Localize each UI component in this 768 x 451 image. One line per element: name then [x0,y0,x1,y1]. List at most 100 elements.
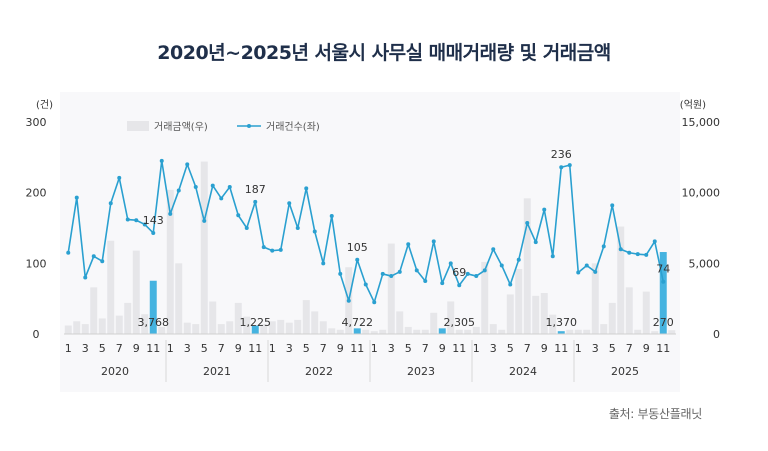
data-label: 2,305 [444,316,476,329]
data-label: 270 [653,316,674,329]
amount-bar [532,295,540,334]
right-axis-unit: (억원) [680,99,706,111]
count-point [567,163,572,168]
right-tick-label: 0 [713,328,720,341]
x-tick-label: 7 [116,342,123,355]
x-tick-label: 9 [643,342,650,355]
amount-bar [362,329,370,334]
amount-bar [98,318,106,334]
count-point [542,207,547,212]
amount-bar [506,294,514,334]
x-tick-label: 5 [303,342,310,355]
left-tick-label: 0 [33,328,40,341]
amount-bar [370,331,378,334]
count-point [601,244,606,249]
count-point [423,279,428,283]
amount-bar [625,287,633,334]
x-tick-label: 11 [656,342,670,355]
x-tick-label: 5 [405,342,412,355]
count-point [465,271,470,276]
count-point [270,248,275,253]
count-point [457,283,462,288]
x-tick-label: 7 [422,342,429,355]
count-point [74,195,79,200]
amount-bar [183,322,191,334]
amount-bar [336,329,344,334]
amount-bar [464,329,472,334]
count-point [389,274,394,279]
amount-bar [668,330,676,334]
data-label: 187 [245,183,266,196]
count-point [329,213,334,218]
count-point [151,230,156,235]
amount-bar [277,319,285,334]
amount-bar [328,328,336,334]
amount-bar [243,316,251,334]
count-point [491,247,496,252]
amount-bar [557,331,565,334]
count-point [644,252,649,257]
count-point [108,201,113,206]
count-point [525,221,530,226]
left-tick-label: 100 [26,257,47,270]
count-point [193,185,198,190]
x-tick-label: 9 [439,342,446,355]
amount-bar [141,314,149,334]
count-point [380,271,385,276]
x-tick-label: 5 [609,342,616,355]
count-point [372,300,377,305]
x-tick-label: 11 [452,342,466,355]
x-tick-label: 3 [388,342,395,355]
count-point [202,218,207,223]
amount-bar [226,321,234,334]
count-point [278,247,283,252]
count-point [584,263,589,268]
amount-bar [302,300,310,334]
year-label: 2024 [509,365,537,378]
legend-amount-label: 거래금액(우) [154,121,208,133]
amount-bar [472,326,480,334]
amount-bar [600,324,608,334]
legend-count-label: 거래건수(좌) [266,121,320,133]
amount-bar [149,280,157,334]
amount-bar [591,263,599,334]
count-point [610,203,615,208]
count-point [355,257,360,262]
count-point [516,257,521,262]
count-point [559,165,564,170]
x-tick-label: 7 [626,342,633,355]
amount-bar [294,319,302,334]
amount-bar [132,250,140,334]
count-point [287,201,292,206]
amount-bar [217,324,225,334]
count-point [431,239,436,244]
count-point [117,175,122,180]
amount-bar [396,311,404,334]
data-label: 105 [347,241,368,254]
count-point [576,270,581,275]
x-tick-label: 3 [82,342,89,355]
count-point [414,268,419,273]
x-tick-label: 5 [99,342,106,355]
amount-bar [200,161,208,334]
right-tick-label: 5,000 [689,257,721,270]
amount-bar [634,329,642,334]
data-label: 143 [143,214,164,227]
amount-bar [192,324,200,334]
amount-bar [251,325,259,334]
amount-bar [447,301,455,334]
amount-bar [260,324,268,334]
x-tick-label: 3 [184,342,191,355]
x-tick-label: 1 [575,342,582,355]
x-tick-label: 11 [248,342,262,355]
amount-bar [124,302,132,334]
count-point [363,282,368,287]
count-point [66,250,71,255]
x-tick-label: 11 [350,342,364,355]
year-label: 2022 [305,365,333,378]
amount-bar [515,268,523,334]
count-point [236,213,241,218]
data-label: 1,225 [240,316,272,329]
count-point [134,218,139,223]
amount-bar [583,329,591,334]
